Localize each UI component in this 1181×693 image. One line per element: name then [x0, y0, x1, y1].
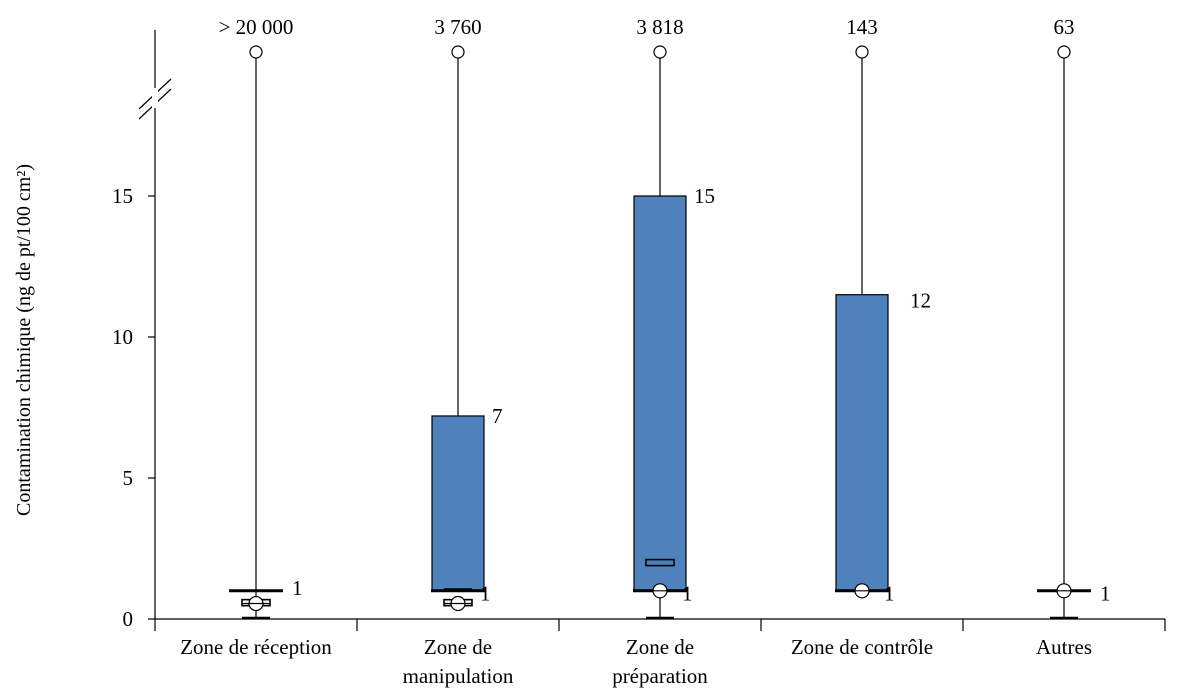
box	[431, 415, 485, 592]
value-label: 15	[694, 184, 715, 208]
y-tick-label: 0	[123, 607, 134, 631]
y-tick-label: 10	[112, 325, 133, 349]
max-value-label: > 20 000	[219, 15, 294, 39]
value-label: 1	[1100, 582, 1111, 606]
max-value-label: 63	[1054, 15, 1075, 39]
category-label: manipulation	[403, 664, 514, 688]
value-label: 1	[884, 582, 895, 606]
value-label: 1	[480, 582, 491, 606]
value-label: 12	[910, 288, 931, 312]
axes: 0 5 10 15	[112, 30, 1166, 631]
category-label: Zone de réception	[180, 635, 332, 659]
median-mark	[645, 558, 675, 567]
outlier-marker	[451, 45, 465, 59]
max-value-label: 3 818	[636, 15, 683, 39]
max-value-label: 3 760	[434, 15, 481, 39]
outlier-marker	[653, 45, 667, 59]
box	[633, 195, 687, 592]
category-label: Zone de contrôle	[791, 635, 933, 659]
y-tick-label: 5	[123, 466, 134, 490]
y-axis-label: Contamination chimique (ng de pt/100 cm²…	[13, 164, 35, 516]
max-value-label: 143	[846, 15, 878, 39]
category-label: Zone de	[626, 635, 694, 659]
outlier-marker	[855, 45, 869, 59]
value-label: 1	[682, 582, 693, 606]
boxes	[229, 45, 1091, 619]
box	[835, 294, 889, 592]
value-label: 1	[292, 576, 303, 600]
category-label: préparation	[612, 664, 708, 688]
category-label: Autres	[1036, 635, 1092, 659]
value-label: 7	[492, 404, 503, 428]
axis-break-gap	[152, 88, 158, 108]
labels: > 20 000 1 Zone de réception 3 760 7 1 Zone de…	[180, 15, 1110, 688]
outlier-marker	[1057, 45, 1071, 59]
outlier-marker	[249, 45, 263, 59]
y-tick-label: 15	[112, 184, 133, 208]
category-label: Zone de	[424, 635, 492, 659]
